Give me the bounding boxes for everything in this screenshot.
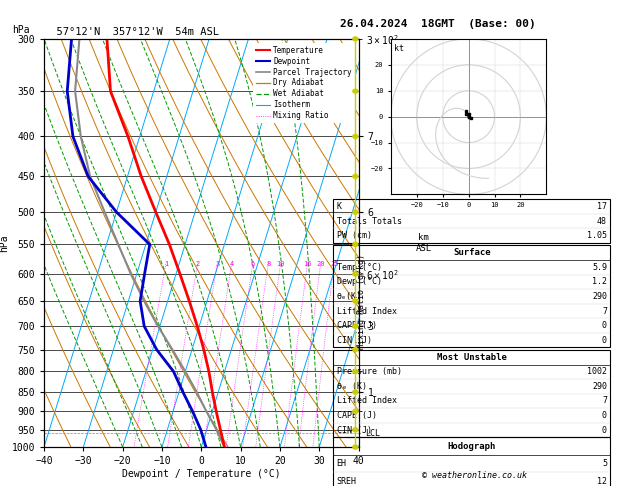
Y-axis label: hPa: hPa [0, 234, 9, 252]
Text: EH: EH [337, 459, 347, 468]
Text: Pressure (mb): Pressure (mb) [337, 367, 401, 376]
Text: 2: 2 [196, 261, 200, 267]
Text: 5.9: 5.9 [592, 263, 607, 272]
Text: 3: 3 [216, 261, 220, 267]
Text: Surface: Surface [453, 248, 491, 257]
Text: Most Unstable: Most Unstable [437, 353, 507, 362]
Text: 57°12'N  357°12'W  54m ASL: 57°12'N 357°12'W 54m ASL [44, 27, 219, 37]
Text: © weatheronline.co.uk: © weatheronline.co.uk [423, 470, 527, 480]
Text: Lifted Index: Lifted Index [337, 397, 396, 405]
Text: 0: 0 [602, 411, 607, 420]
Y-axis label: km
ASL: km ASL [416, 233, 432, 253]
Text: kt: kt [394, 44, 404, 52]
Text: 20: 20 [316, 261, 325, 267]
Text: LCL: LCL [365, 429, 380, 438]
Text: 48: 48 [597, 217, 607, 226]
Text: 5: 5 [602, 459, 607, 468]
Text: 0: 0 [602, 321, 607, 330]
Text: 7: 7 [602, 307, 607, 315]
Text: θₑ(K): θₑ(K) [337, 292, 362, 301]
Text: Mixing Ratio (g/kg): Mixing Ratio (g/kg) [357, 254, 366, 349]
Text: SREH: SREH [337, 477, 357, 486]
Text: 7: 7 [602, 397, 607, 405]
Text: 8: 8 [267, 261, 270, 267]
X-axis label: Dewpoint / Temperature (°C): Dewpoint / Temperature (°C) [122, 469, 281, 479]
Text: 6: 6 [251, 261, 255, 267]
Text: Lifted Index: Lifted Index [337, 307, 396, 315]
Text: 0: 0 [602, 336, 607, 345]
Text: 16: 16 [304, 261, 312, 267]
Text: 12: 12 [597, 477, 607, 486]
Text: PW (cm): PW (cm) [337, 231, 372, 240]
Text: 290: 290 [592, 292, 607, 301]
Text: 4: 4 [230, 261, 234, 267]
Text: CAPE (J): CAPE (J) [337, 321, 377, 330]
Text: 1.2: 1.2 [592, 278, 607, 286]
Text: 25: 25 [330, 261, 338, 267]
Text: θₑ (K): θₑ (K) [337, 382, 367, 391]
Text: 0: 0 [602, 426, 607, 434]
Text: 290: 290 [592, 382, 607, 391]
Text: CIN (J): CIN (J) [337, 426, 372, 434]
Legend: Temperature, Dewpoint, Parcel Trajectory, Dry Adiabat, Wet Adiabat, Isotherm, Mi: Temperature, Dewpoint, Parcel Trajectory… [253, 43, 355, 123]
Text: 26.04.2024  18GMT  (Base: 00): 26.04.2024 18GMT (Base: 00) [340, 19, 535, 30]
Text: Totals Totals: Totals Totals [337, 217, 401, 226]
Text: K: K [337, 202, 342, 211]
Text: Hodograph: Hodograph [448, 442, 496, 451]
Text: 10: 10 [277, 261, 285, 267]
Text: CIN (J): CIN (J) [337, 336, 372, 345]
Text: 1.05: 1.05 [587, 231, 607, 240]
Text: 1002: 1002 [587, 367, 607, 376]
Text: 17: 17 [597, 202, 607, 211]
Text: Temp (°C): Temp (°C) [337, 263, 382, 272]
Text: 1: 1 [164, 261, 169, 267]
Text: CAPE (J): CAPE (J) [337, 411, 377, 420]
Text: Dewp (°C): Dewp (°C) [337, 278, 382, 286]
Text: hPa: hPa [13, 25, 30, 35]
